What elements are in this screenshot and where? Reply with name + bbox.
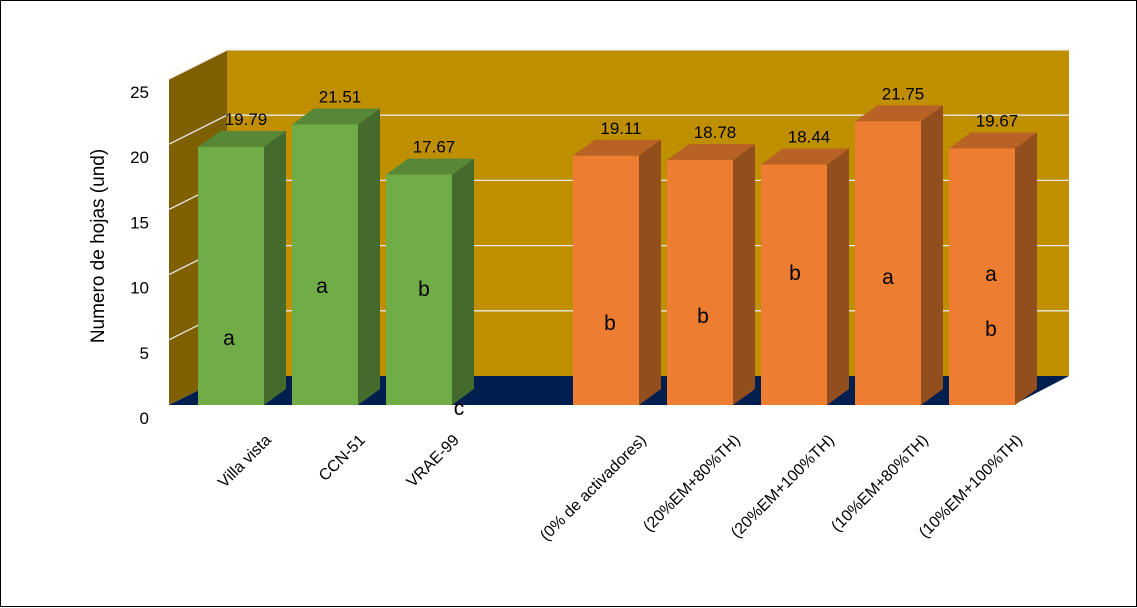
bar-side bbox=[1015, 132, 1037, 405]
significance-letter: b bbox=[418, 278, 430, 301]
significance-letter: a bbox=[985, 263, 997, 286]
data-label: 19.79 bbox=[225, 110, 268, 129]
data-labels: 19.79 21.51 17.67 19.11 18.78 18.44 21.75 19.67 bbox=[225, 84, 1019, 156]
bar-side bbox=[358, 108, 380, 406]
category-label: (10%EM+100%TH) bbox=[916, 432, 1026, 542]
data-label: 19.11 bbox=[600, 119, 641, 138]
category-labels: Villa vista CCN-51 VRAE-99 (0% de activador… bbox=[215, 432, 1026, 545]
category-label: VRAE-99 bbox=[404, 432, 463, 491]
bars bbox=[198, 105, 1037, 406]
bar bbox=[761, 164, 827, 405]
y-tick-label: 20 bbox=[130, 148, 149, 167]
data-label: 18.78 bbox=[694, 123, 737, 142]
bar-side bbox=[639, 139, 661, 405]
y-tick-label: 15 bbox=[130, 213, 149, 232]
bar bbox=[386, 174, 452, 405]
bar-top bbox=[855, 105, 943, 122]
bar-side bbox=[827, 148, 849, 405]
data-label: 21.51 bbox=[319, 88, 362, 107]
bar bbox=[949, 148, 1015, 405]
category-label: (10%EM+80%TH) bbox=[828, 432, 932, 536]
category-label: Villa vista bbox=[215, 432, 275, 492]
bar-side bbox=[452, 158, 474, 405]
bar-top bbox=[198, 130, 286, 147]
bar-top bbox=[292, 108, 380, 125]
significance-letter: c bbox=[454, 397, 465, 420]
bar-side bbox=[733, 144, 755, 405]
data-label: 21.75 bbox=[882, 84, 925, 103]
y-tick-label: 5 bbox=[140, 344, 149, 363]
significance-letter: a bbox=[223, 327, 235, 350]
bar bbox=[667, 160, 733, 405]
bar bbox=[292, 124, 358, 406]
significance-letter: b bbox=[985, 318, 997, 341]
category-label: CCN-51 bbox=[316, 432, 369, 485]
category-label: (20%EM+100%TH) bbox=[728, 432, 838, 542]
y-tick-label: 10 bbox=[130, 279, 149, 298]
bar-top bbox=[667, 144, 755, 161]
bar bbox=[198, 146, 264, 405]
bar-side bbox=[921, 105, 943, 405]
data-label: 17.67 bbox=[413, 138, 456, 157]
gridline bbox=[168, 49, 1069, 80]
y-axis-title: Numero de hojas (und) bbox=[88, 149, 109, 343]
significance-letter: b bbox=[789, 262, 801, 285]
bar-side bbox=[264, 130, 286, 405]
bar bbox=[573, 155, 639, 405]
gridline bbox=[168, 114, 1069, 145]
bar-top bbox=[949, 132, 1037, 149]
bar bbox=[855, 121, 921, 405]
category-label: (0% de activadores) bbox=[537, 432, 650, 545]
significance-letter: b bbox=[697, 305, 709, 328]
bar-top bbox=[386, 158, 474, 175]
y-tick-label: 25 bbox=[130, 83, 149, 102]
data-label: 19.67 bbox=[976, 112, 1019, 131]
bar-top bbox=[761, 148, 849, 165]
significance-letter: a bbox=[882, 266, 894, 289]
bar-top bbox=[573, 139, 661, 156]
y-tick-label: 0 bbox=[140, 409, 149, 428]
y-axis-ticks: 0 5 10 15 20 25 bbox=[130, 83, 149, 428]
significance-letters: a a b c b b b a a b bbox=[223, 262, 997, 420]
significance-letter: a bbox=[316, 275, 328, 298]
data-label: 18.44 bbox=[788, 128, 831, 147]
category-label: (20%EM+80%TH) bbox=[640, 432, 744, 536]
significance-letter: b bbox=[604, 312, 616, 335]
